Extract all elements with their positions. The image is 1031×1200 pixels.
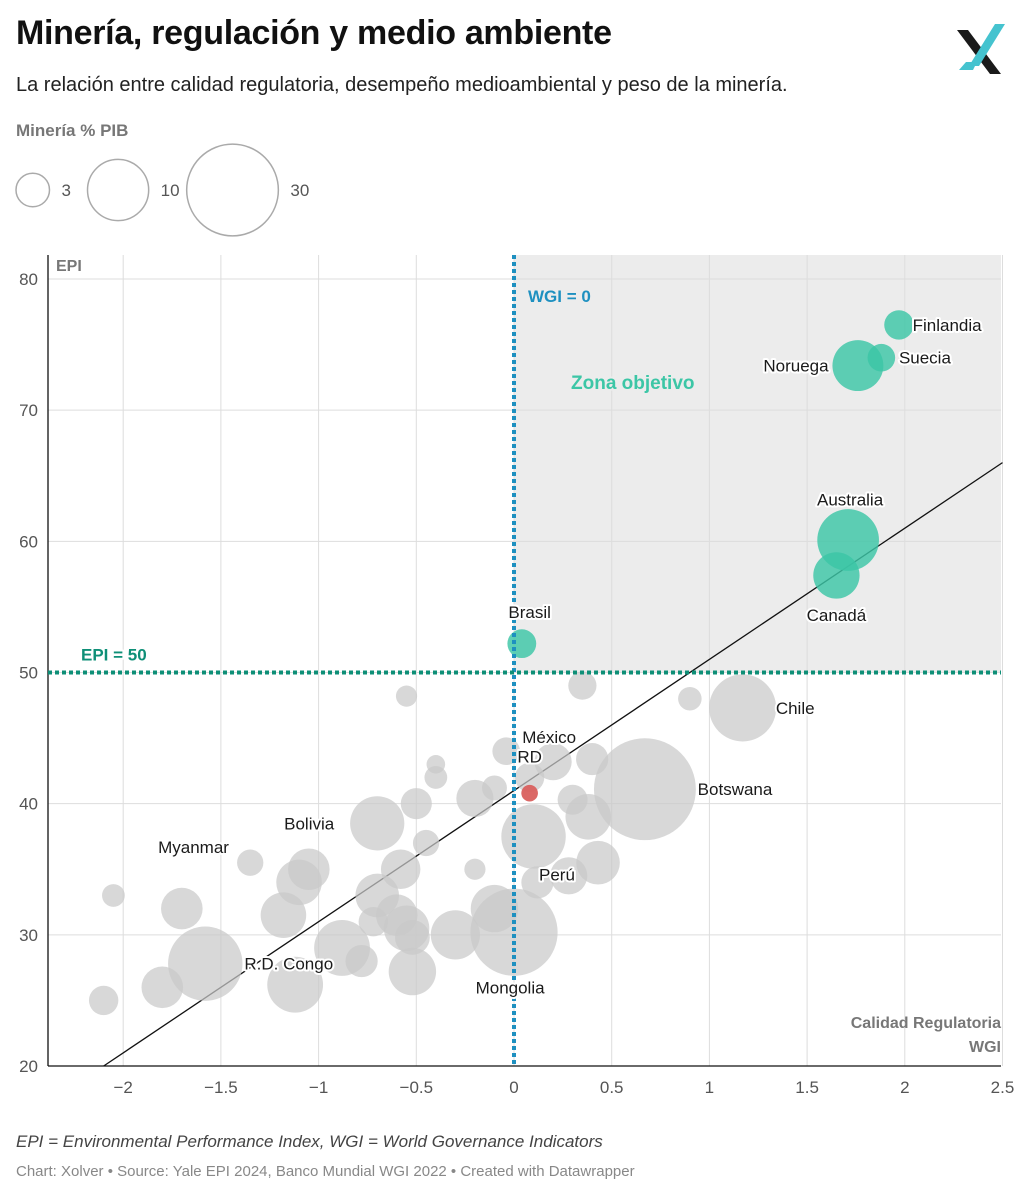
point-perú bbox=[521, 866, 554, 899]
point-finlandia bbox=[884, 310, 914, 340]
point-bolivia bbox=[350, 796, 405, 851]
country-point bbox=[501, 804, 566, 869]
country-label: Myanmar bbox=[158, 838, 229, 857]
country-label: Perú bbox=[539, 865, 575, 884]
point-r-d-congo bbox=[168, 926, 243, 1001]
chart-title: Minería, regulación y medio ambiente bbox=[16, 14, 612, 52]
country-label: Canadá bbox=[807, 606, 867, 625]
country-point bbox=[345, 944, 378, 978]
country-point bbox=[267, 956, 324, 1013]
x-tick-label: −0.5 bbox=[400, 1078, 434, 1097]
size-legend-label: 30 bbox=[290, 181, 309, 200]
size-legend-label: 10 bbox=[161, 181, 180, 200]
country-label: R.D. Congo bbox=[244, 955, 333, 974]
country-label: Brasil bbox=[508, 603, 551, 622]
country-label: Noruega bbox=[763, 357, 829, 376]
country-label: Mongolia bbox=[476, 978, 546, 997]
x-tick-label: 2 bbox=[900, 1078, 909, 1097]
country-point bbox=[456, 779, 494, 818]
point-chile bbox=[709, 674, 777, 742]
point-rd bbox=[521, 784, 538, 802]
x-tick-label: 1.5 bbox=[795, 1078, 819, 1097]
country-point bbox=[568, 671, 597, 700]
country-point bbox=[395, 685, 418, 707]
country-label: Botswana bbox=[698, 780, 773, 799]
point-botswana bbox=[593, 738, 696, 841]
y-tick-label: 40 bbox=[19, 795, 38, 814]
country-point bbox=[678, 686, 702, 711]
logo-stroke-teal bbox=[969, 24, 1005, 66]
y-tick-label: 50 bbox=[19, 664, 38, 683]
country-point bbox=[430, 910, 480, 960]
x-tick-label: 0 bbox=[509, 1078, 518, 1097]
country-label: Bolivia bbox=[284, 814, 335, 833]
x-axis-title-line: WGI bbox=[969, 1039, 1001, 1056]
y-axis-title: EPI bbox=[56, 258, 82, 275]
x-tick-label: −1 bbox=[309, 1078, 328, 1097]
y-tick-label: 60 bbox=[19, 532, 38, 551]
country-point bbox=[388, 947, 437, 996]
y-tick-label: 20 bbox=[19, 1057, 38, 1076]
country-point bbox=[400, 788, 432, 820]
x-tick-label: 0.5 bbox=[600, 1078, 624, 1097]
country-point bbox=[412, 829, 440, 857]
x-tick-label: 1 bbox=[705, 1078, 714, 1097]
y-tick-label: 30 bbox=[19, 926, 38, 945]
target-zone-label: Zona objetivo bbox=[571, 373, 695, 394]
scatter-chart: −2 −1.5 −1 −0.5 0 0.5 1 1.5 2 2.5 20 30 40 50 60 70 80 EP… bbox=[19, 255, 1015, 1097]
country-label: Australia bbox=[817, 490, 884, 509]
epi-line-label: EPI = 50 bbox=[81, 646, 147, 665]
point-méxico bbox=[492, 737, 520, 765]
size-legend-label: 3 bbox=[62, 181, 71, 200]
size-legend-circle bbox=[86, 158, 150, 222]
y-tick-label: 70 bbox=[19, 401, 38, 420]
y-tick-label: 80 bbox=[19, 270, 38, 289]
country-point bbox=[565, 794, 612, 840]
point-noruega bbox=[832, 340, 884, 392]
chart-credits: Chart: Xolver • Source: Yale EPI 2024, B… bbox=[16, 1163, 635, 1180]
country-label: México bbox=[522, 728, 576, 747]
point-myanmar bbox=[161, 887, 203, 930]
point-canadá bbox=[813, 552, 860, 599]
target-zone-area bbox=[514, 255, 1001, 673]
size-legend: Minería % PIB 3 10 30 bbox=[15, 121, 309, 237]
country-point bbox=[141, 966, 184, 1009]
size-legend-title: Minería % PIB bbox=[16, 121, 128, 140]
country-point bbox=[237, 849, 264, 876]
country-label: Suecia bbox=[899, 349, 952, 368]
country-point bbox=[260, 892, 307, 938]
country-point bbox=[550, 857, 588, 895]
size-legend-circle bbox=[15, 172, 51, 208]
chart-footnote: EPI = Environmental Performance Index, W… bbox=[16, 1132, 603, 1151]
x-tick-label: −2 bbox=[114, 1078, 133, 1097]
chart-subtitle: La relación entre calidad regulatoria, d… bbox=[16, 74, 788, 96]
country-point bbox=[358, 907, 389, 937]
point-brasil bbox=[507, 629, 537, 659]
country-label: Chile bbox=[776, 699, 815, 718]
country-point bbox=[394, 920, 430, 955]
country-point bbox=[470, 884, 519, 933]
country-label: RD bbox=[517, 747, 542, 766]
country-point bbox=[424, 766, 448, 789]
x-axis-title-line: Calidad Regulatoria bbox=[851, 1015, 1001, 1032]
x-tick-label: −1.5 bbox=[204, 1078, 238, 1097]
x-tick-label: 2.5 bbox=[991, 1078, 1015, 1097]
country-point bbox=[464, 858, 486, 880]
wgi-line-label: WGI = 0 bbox=[528, 287, 591, 306]
country-label: Finlandia bbox=[913, 316, 983, 335]
country-point bbox=[534, 743, 572, 781]
country-point bbox=[576, 742, 609, 776]
country-point bbox=[514, 762, 545, 793]
xolver-logo-icon bbox=[957, 24, 1005, 74]
country-point bbox=[88, 985, 119, 1016]
country-point bbox=[102, 884, 125, 907]
size-legend-circle bbox=[185, 143, 280, 237]
